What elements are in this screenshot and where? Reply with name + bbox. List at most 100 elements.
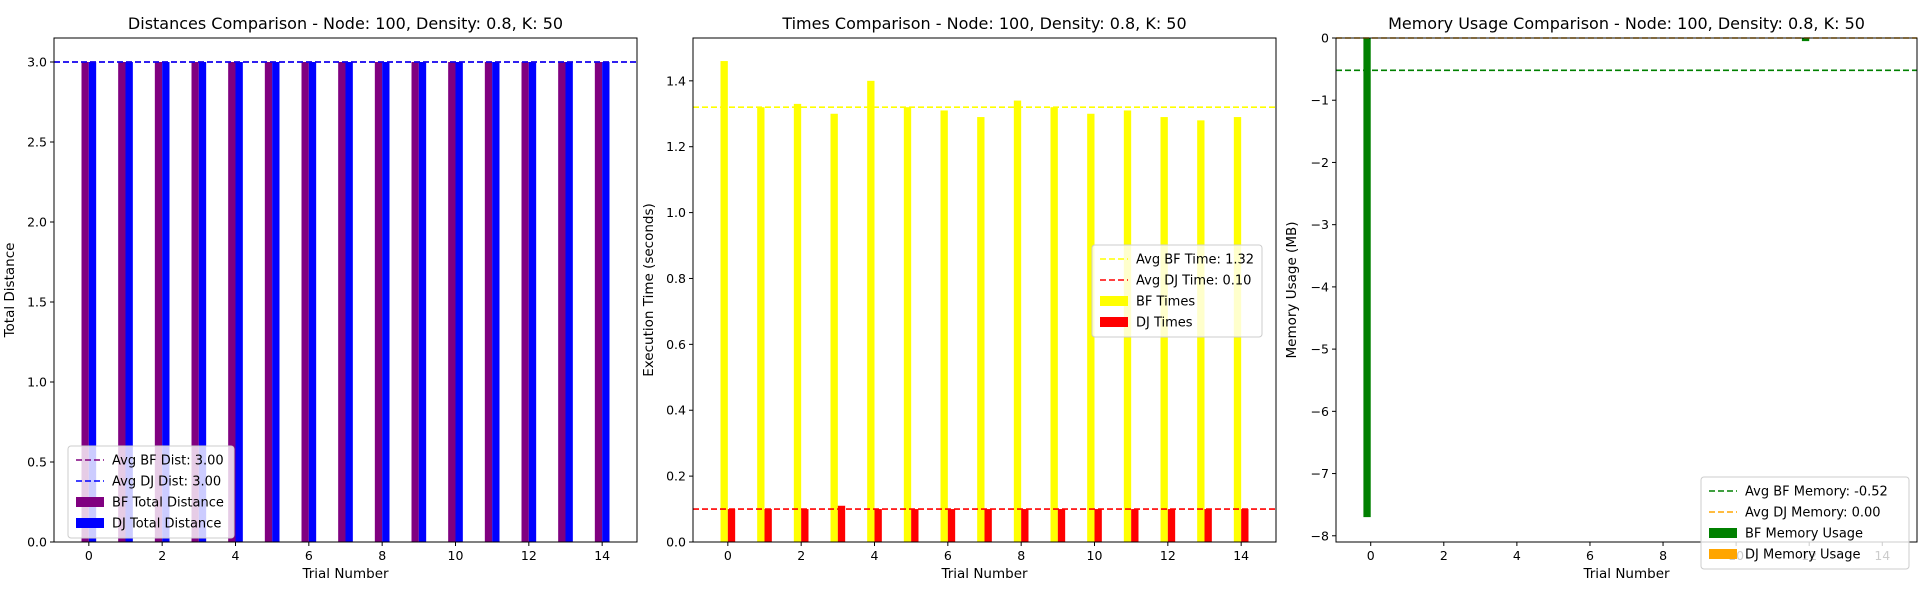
bar bbox=[602, 62, 610, 542]
bar bbox=[911, 509, 919, 542]
y-tick-label: 0 bbox=[1321, 31, 1329, 46]
y-tick-label: −6 bbox=[1311, 404, 1329, 419]
y-axis-label: Memory Usage (MB) bbox=[1284, 222, 1300, 359]
x-tick-label: 0 bbox=[724, 548, 732, 563]
bar bbox=[1094, 509, 1102, 542]
bar bbox=[1131, 509, 1139, 542]
x-tick-label: 14 bbox=[594, 548, 610, 563]
y-tick-label: −2 bbox=[1311, 155, 1329, 170]
bar bbox=[1057, 509, 1066, 542]
bar bbox=[903, 107, 912, 543]
bar bbox=[720, 61, 728, 542]
legend-bar-swatch bbox=[1709, 528, 1737, 538]
bar bbox=[198, 62, 207, 542]
legend-bar-swatch bbox=[76, 518, 104, 528]
x-tick-label: 4 bbox=[232, 548, 240, 563]
y-tick-label: 0.0 bbox=[27, 535, 47, 550]
y-tick-label: 0.4 bbox=[666, 403, 686, 418]
bar bbox=[374, 62, 383, 542]
legend-box bbox=[1091, 244, 1263, 338]
bar bbox=[492, 62, 500, 542]
bar bbox=[558, 62, 566, 542]
bar bbox=[1013, 100, 1022, 543]
legend-entry-label: Avg DJ Memory: 0.00 bbox=[1745, 506, 1881, 521]
bar bbox=[793, 103, 802, 542]
legend-bar-swatch bbox=[1100, 296, 1128, 306]
bar bbox=[448, 62, 456, 542]
bar-series-2 bbox=[727, 505, 1249, 542]
x-tick-label: 12 bbox=[1160, 548, 1176, 563]
x-tick-label: 6 bbox=[944, 548, 952, 563]
x-tick-label: 4 bbox=[871, 548, 879, 563]
bar bbox=[594, 62, 603, 542]
y-tick-label: −5 bbox=[1311, 342, 1329, 357]
x-axis-label: Trial Number bbox=[940, 566, 1028, 582]
plot-frame bbox=[692, 37, 1277, 543]
bar bbox=[1204, 509, 1212, 542]
bar bbox=[455, 62, 463, 542]
y-tick-label: 0.0 bbox=[666, 535, 686, 550]
bar bbox=[162, 62, 170, 542]
bar bbox=[345, 62, 353, 542]
bar bbox=[272, 62, 280, 542]
bar bbox=[1087, 113, 1095, 542]
y-tick-label: −1 bbox=[1311, 93, 1329, 108]
x-tick-label: 2 bbox=[1440, 548, 1448, 563]
bar-series-1 bbox=[1363, 38, 1810, 518]
bar bbox=[940, 110, 948, 543]
legend-bar-swatch bbox=[76, 497, 104, 507]
bar bbox=[801, 509, 809, 542]
bar bbox=[528, 62, 537, 542]
bar bbox=[977, 117, 985, 542]
bar-series-1 bbox=[81, 62, 603, 542]
bar bbox=[874, 509, 882, 542]
x-tick-label: 8 bbox=[1017, 548, 1025, 563]
legend-entry-label: DJ Total Distance bbox=[112, 517, 221, 532]
x-tick-label: 12 bbox=[521, 548, 537, 563]
bar bbox=[1801, 38, 1810, 42]
bar bbox=[411, 62, 419, 542]
x-tick-label: 6 bbox=[1586, 548, 1594, 563]
chart-title: Distances Comparison - Node: 100, Densit… bbox=[128, 14, 563, 33]
bar bbox=[235, 62, 243, 542]
legend-entry-label: Avg DJ Time: 0.10 bbox=[1136, 274, 1251, 289]
x-tick-label: 4 bbox=[1513, 548, 1521, 563]
bar bbox=[757, 107, 765, 543]
y-tick-label: 2.5 bbox=[27, 135, 47, 150]
x-tick-label: 6 bbox=[305, 548, 313, 563]
bar bbox=[382, 62, 390, 542]
bar bbox=[228, 62, 236, 542]
bar bbox=[125, 62, 133, 542]
y-tick-label: 2.0 bbox=[27, 215, 47, 230]
bar bbox=[1021, 509, 1029, 542]
legend-entry-label: Avg BF Dist: 3.00 bbox=[112, 454, 224, 469]
bar bbox=[837, 505, 846, 542]
x-axis-label: Trial Number bbox=[1582, 566, 1670, 582]
y-tick-label: 1.2 bbox=[666, 139, 686, 154]
legend: Avg BF Memory: -0.52 Avg DJ Memory: 0.00 B… bbox=[1700, 476, 1910, 570]
x-tick-label: 8 bbox=[378, 548, 386, 563]
y-axis-label: Execution Time (seconds) bbox=[641, 203, 657, 377]
bar bbox=[1167, 509, 1176, 542]
plot-frame bbox=[1335, 37, 1918, 543]
y-tick-label: 0.8 bbox=[666, 271, 686, 286]
bar bbox=[191, 62, 199, 542]
y-axis-label: Total Distance bbox=[2, 243, 18, 339]
chart-title: Memory Usage Comparison - Node: 100, Den… bbox=[1388, 14, 1865, 33]
y-tick-label: 3.0 bbox=[27, 55, 47, 70]
chart-title: Times Comparison - Node: 100, Density: 0… bbox=[781, 14, 1186, 33]
bar bbox=[1363, 38, 1371, 518]
y-tick-label: −3 bbox=[1311, 217, 1329, 232]
y-tick-label: 1.0 bbox=[27, 375, 47, 390]
bar bbox=[88, 62, 97, 542]
bar bbox=[984, 509, 992, 542]
bar-series-2 bbox=[88, 62, 610, 542]
x-tick-label: 10 bbox=[448, 548, 464, 563]
y-tick-label: −7 bbox=[1311, 466, 1329, 481]
x-tick-label: 2 bbox=[158, 548, 166, 563]
bar bbox=[154, 62, 163, 542]
x-tick-label: 0 bbox=[85, 548, 93, 563]
legend-entry-label: Avg BF Memory: -0.52 bbox=[1745, 485, 1888, 500]
